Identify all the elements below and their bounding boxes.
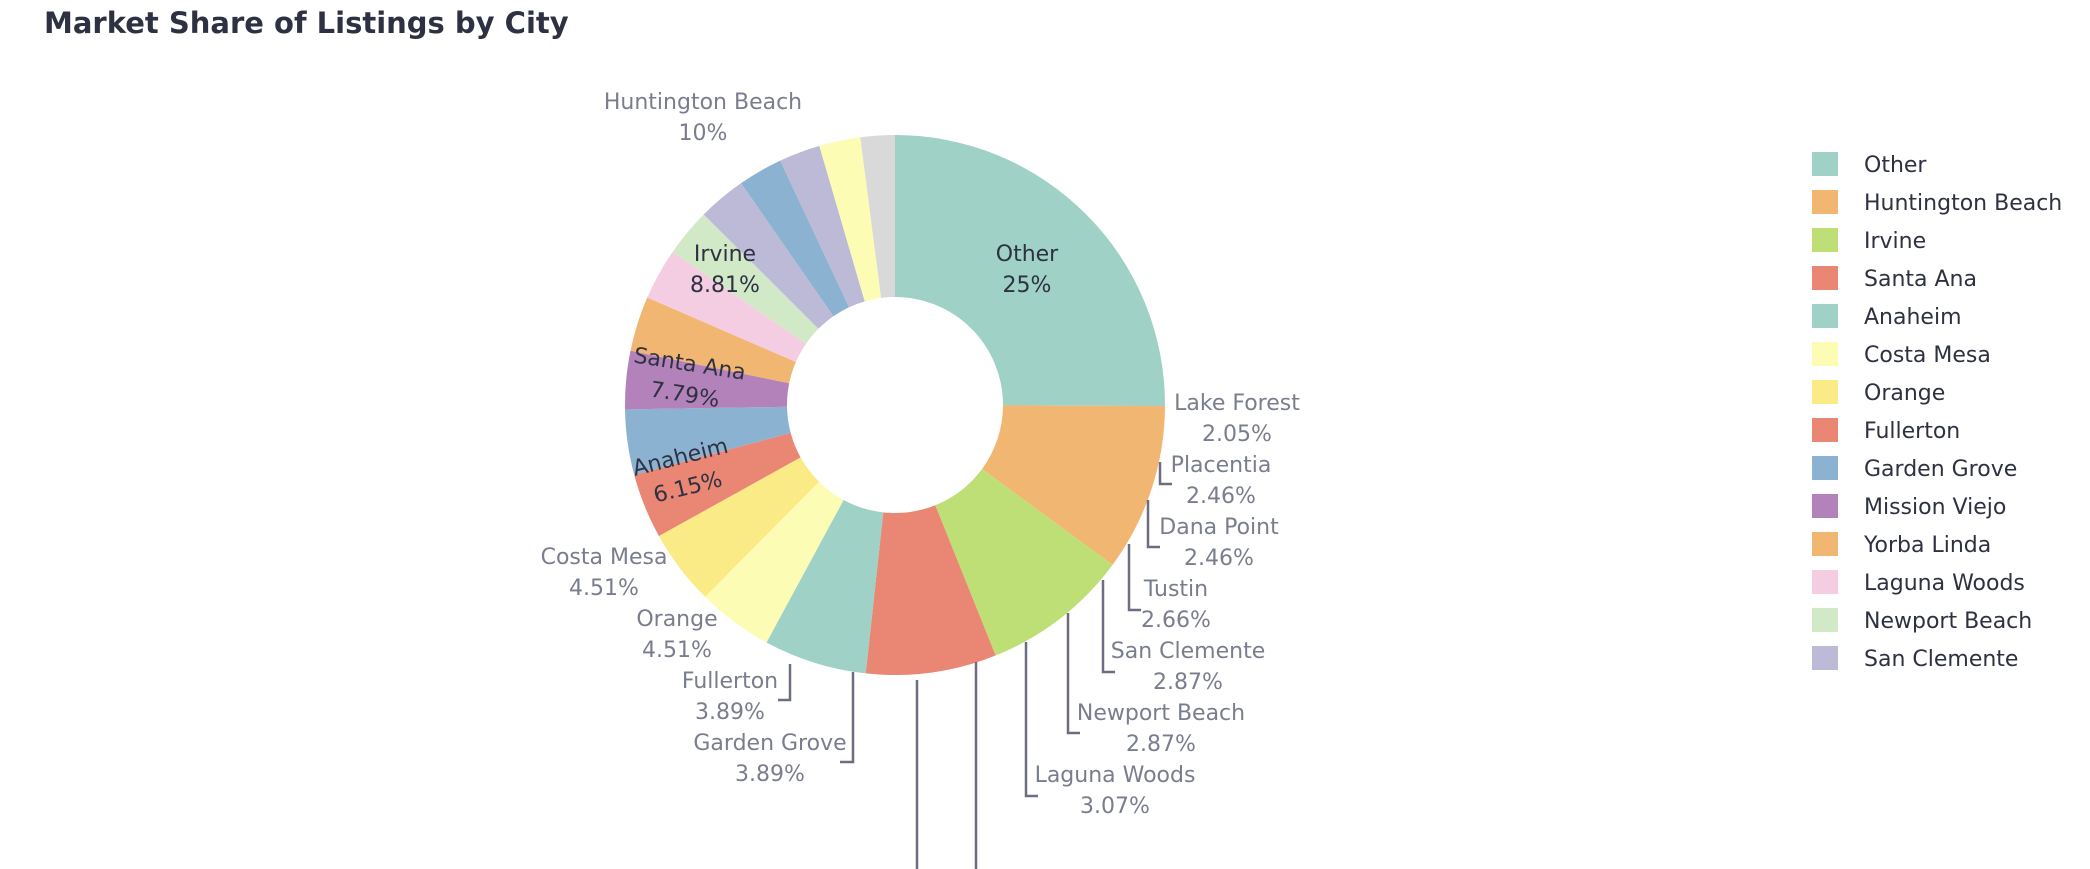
outside-label-lake-forest: Lake Forest 2.05% <box>1174 391 1300 447</box>
slice-newport-beach[interactable] <box>672 214 819 344</box>
legend-swatch <box>1812 570 1838 594</box>
legend-label: Other <box>1864 153 1927 178</box>
legend-label: Garden Grove <box>1864 457 2017 482</box>
legend-swatch <box>1812 608 1838 632</box>
outside-label-fullerton: Fullerton 3.89% <box>682 669 778 725</box>
slice-lake-forest[interactable] <box>860 135 895 298</box>
legend-swatch <box>1812 304 1838 328</box>
legend-label: San Clemente <box>1864 647 2018 672</box>
legend-swatch <box>1812 228 1838 252</box>
slice-label-irvine: Irvine 8.81% <box>690 242 760 298</box>
slice-dana-point[interactable] <box>780 145 865 308</box>
legend-item-laguna-woods[interactable]: Laguna Woods <box>1812 570 2025 596</box>
slice-label-other: Other 25% <box>996 242 1059 298</box>
legend-item-newport-beach[interactable]: Newport Beach <box>1812 608 2032 634</box>
outside-label-dana-point: Dana Point 2.46% <box>1159 515 1279 571</box>
legend-item-other[interactable]: Other <box>1812 152 1927 178</box>
slice-garden-grove[interactable] <box>625 406 791 475</box>
legend-swatch <box>1812 190 1838 214</box>
legend-label: Laguna Woods <box>1864 571 2025 596</box>
slice-laguna-woods[interactable] <box>647 251 807 363</box>
outside-label-costa-mesa: Costa Mesa 4.51% <box>541 545 668 601</box>
leader-line-fullerton <box>778 664 792 702</box>
leader-line-san-clemente <box>1101 580 1115 674</box>
leader-line-garden-grove <box>840 672 855 764</box>
legend-item-irvine[interactable]: Irvine <box>1812 228 1926 254</box>
legend-item-san-clemente[interactable]: San Clemente <box>1812 646 2018 672</box>
legend-swatch <box>1812 152 1838 176</box>
legend-label: Newport Beach <box>1864 609 2032 634</box>
slice-other[interactable] <box>895 135 1165 407</box>
slice-tustin[interactable] <box>741 160 850 317</box>
legend-swatch <box>1812 646 1838 670</box>
labels-layer: Other 25% Huntington Beach 10% Irvine 8.81% Sa… <box>541 90 1301 819</box>
leader-line-laguna-woods <box>1024 642 1038 798</box>
outside-label-san-clemente: San Clemente 2.87% <box>1111 639 1265 695</box>
chart-title: Market Share of Listings by City <box>44 6 569 40</box>
slice-anaheim[interactable] <box>766 499 884 674</box>
legend-item-garden-grove[interactable]: Garden Grove <box>1812 456 2017 482</box>
outside-label-garden-grove: Garden Grove 3.89% <box>693 731 846 787</box>
legend-label: Fullerton <box>1864 419 1960 444</box>
leader-lines-layer <box>778 462 1172 869</box>
outside-label-newport-beach: Newport Beach 2.87% <box>1077 701 1245 757</box>
leader-line-tustin <box>1127 544 1141 612</box>
outside-label-laguna-woods: Laguna Woods 3.07% <box>1035 763 1196 819</box>
legend-swatch <box>1812 380 1838 404</box>
legend-item-anaheim[interactable]: Anaheim <box>1812 304 1962 330</box>
legend-swatch <box>1812 456 1838 480</box>
legend-item-orange[interactable]: Orange <box>1812 380 1945 406</box>
slice-placentia[interactable] <box>819 137 882 302</box>
outside-label-orange: Orange 4.51% <box>636 607 717 663</box>
slice-santa-ana[interactable] <box>865 505 996 675</box>
legend-label: Mission Viejo <box>1864 495 2006 520</box>
slice-yorba-linda[interactable] <box>630 297 796 384</box>
legend: Other Huntington Beach Irvine Santa Ana Anah… <box>1812 152 2062 672</box>
slice-san-clemente[interactable] <box>703 183 834 329</box>
slice-mission-viejo[interactable] <box>625 350 790 410</box>
legend-label: Irvine <box>1864 229 1926 254</box>
legend-swatch <box>1812 494 1838 518</box>
slices-layer <box>625 135 1165 675</box>
slice-orange[interactable] <box>658 457 820 597</box>
legend-label: Orange <box>1864 381 1945 406</box>
slice-fullerton[interactable] <box>634 432 801 537</box>
legend-item-fullerton[interactable]: Fullerton <box>1812 418 1960 444</box>
leader-line-newport-beach <box>1066 613 1080 735</box>
legend-swatch <box>1812 266 1838 290</box>
legend-item-costa-mesa[interactable]: Costa Mesa <box>1812 342 1991 368</box>
legend-swatch <box>1812 532 1838 556</box>
slice-irvine[interactable] <box>935 468 1113 656</box>
legend-swatch <box>1812 342 1838 366</box>
legend-item-yorba-linda[interactable]: Yorba Linda <box>1812 532 1991 558</box>
outside-label-placentia: Placentia 2.46% <box>1171 453 1272 509</box>
legend-label: Santa Ana <box>1864 267 1977 292</box>
leader-line-placentia <box>1158 462 1172 486</box>
legend-item-santa-ana[interactable]: Santa Ana <box>1812 266 1977 292</box>
outside-label-huntington-beach: Huntington Beach 10% <box>604 90 802 146</box>
legend-label: Anaheim <box>1864 305 1962 330</box>
leader-line-dana-point <box>1146 500 1160 549</box>
legend-label: Yorba Linda <box>1863 533 1991 558</box>
legend-item-mission-viejo[interactable]: Mission Viejo <box>1812 494 2006 520</box>
legend-item-huntington-beach[interactable]: Huntington Beach <box>1812 190 2062 216</box>
legend-label: Costa Mesa <box>1864 343 1991 368</box>
legend-swatch <box>1812 418 1838 442</box>
legend-label: Huntington Beach <box>1864 191 2062 216</box>
slice-huntington-beach[interactable] <box>982 405 1165 565</box>
slice-costa-mesa[interactable] <box>705 481 844 643</box>
outside-label-tustin: Tustin 2.66% <box>1141 577 1211 633</box>
